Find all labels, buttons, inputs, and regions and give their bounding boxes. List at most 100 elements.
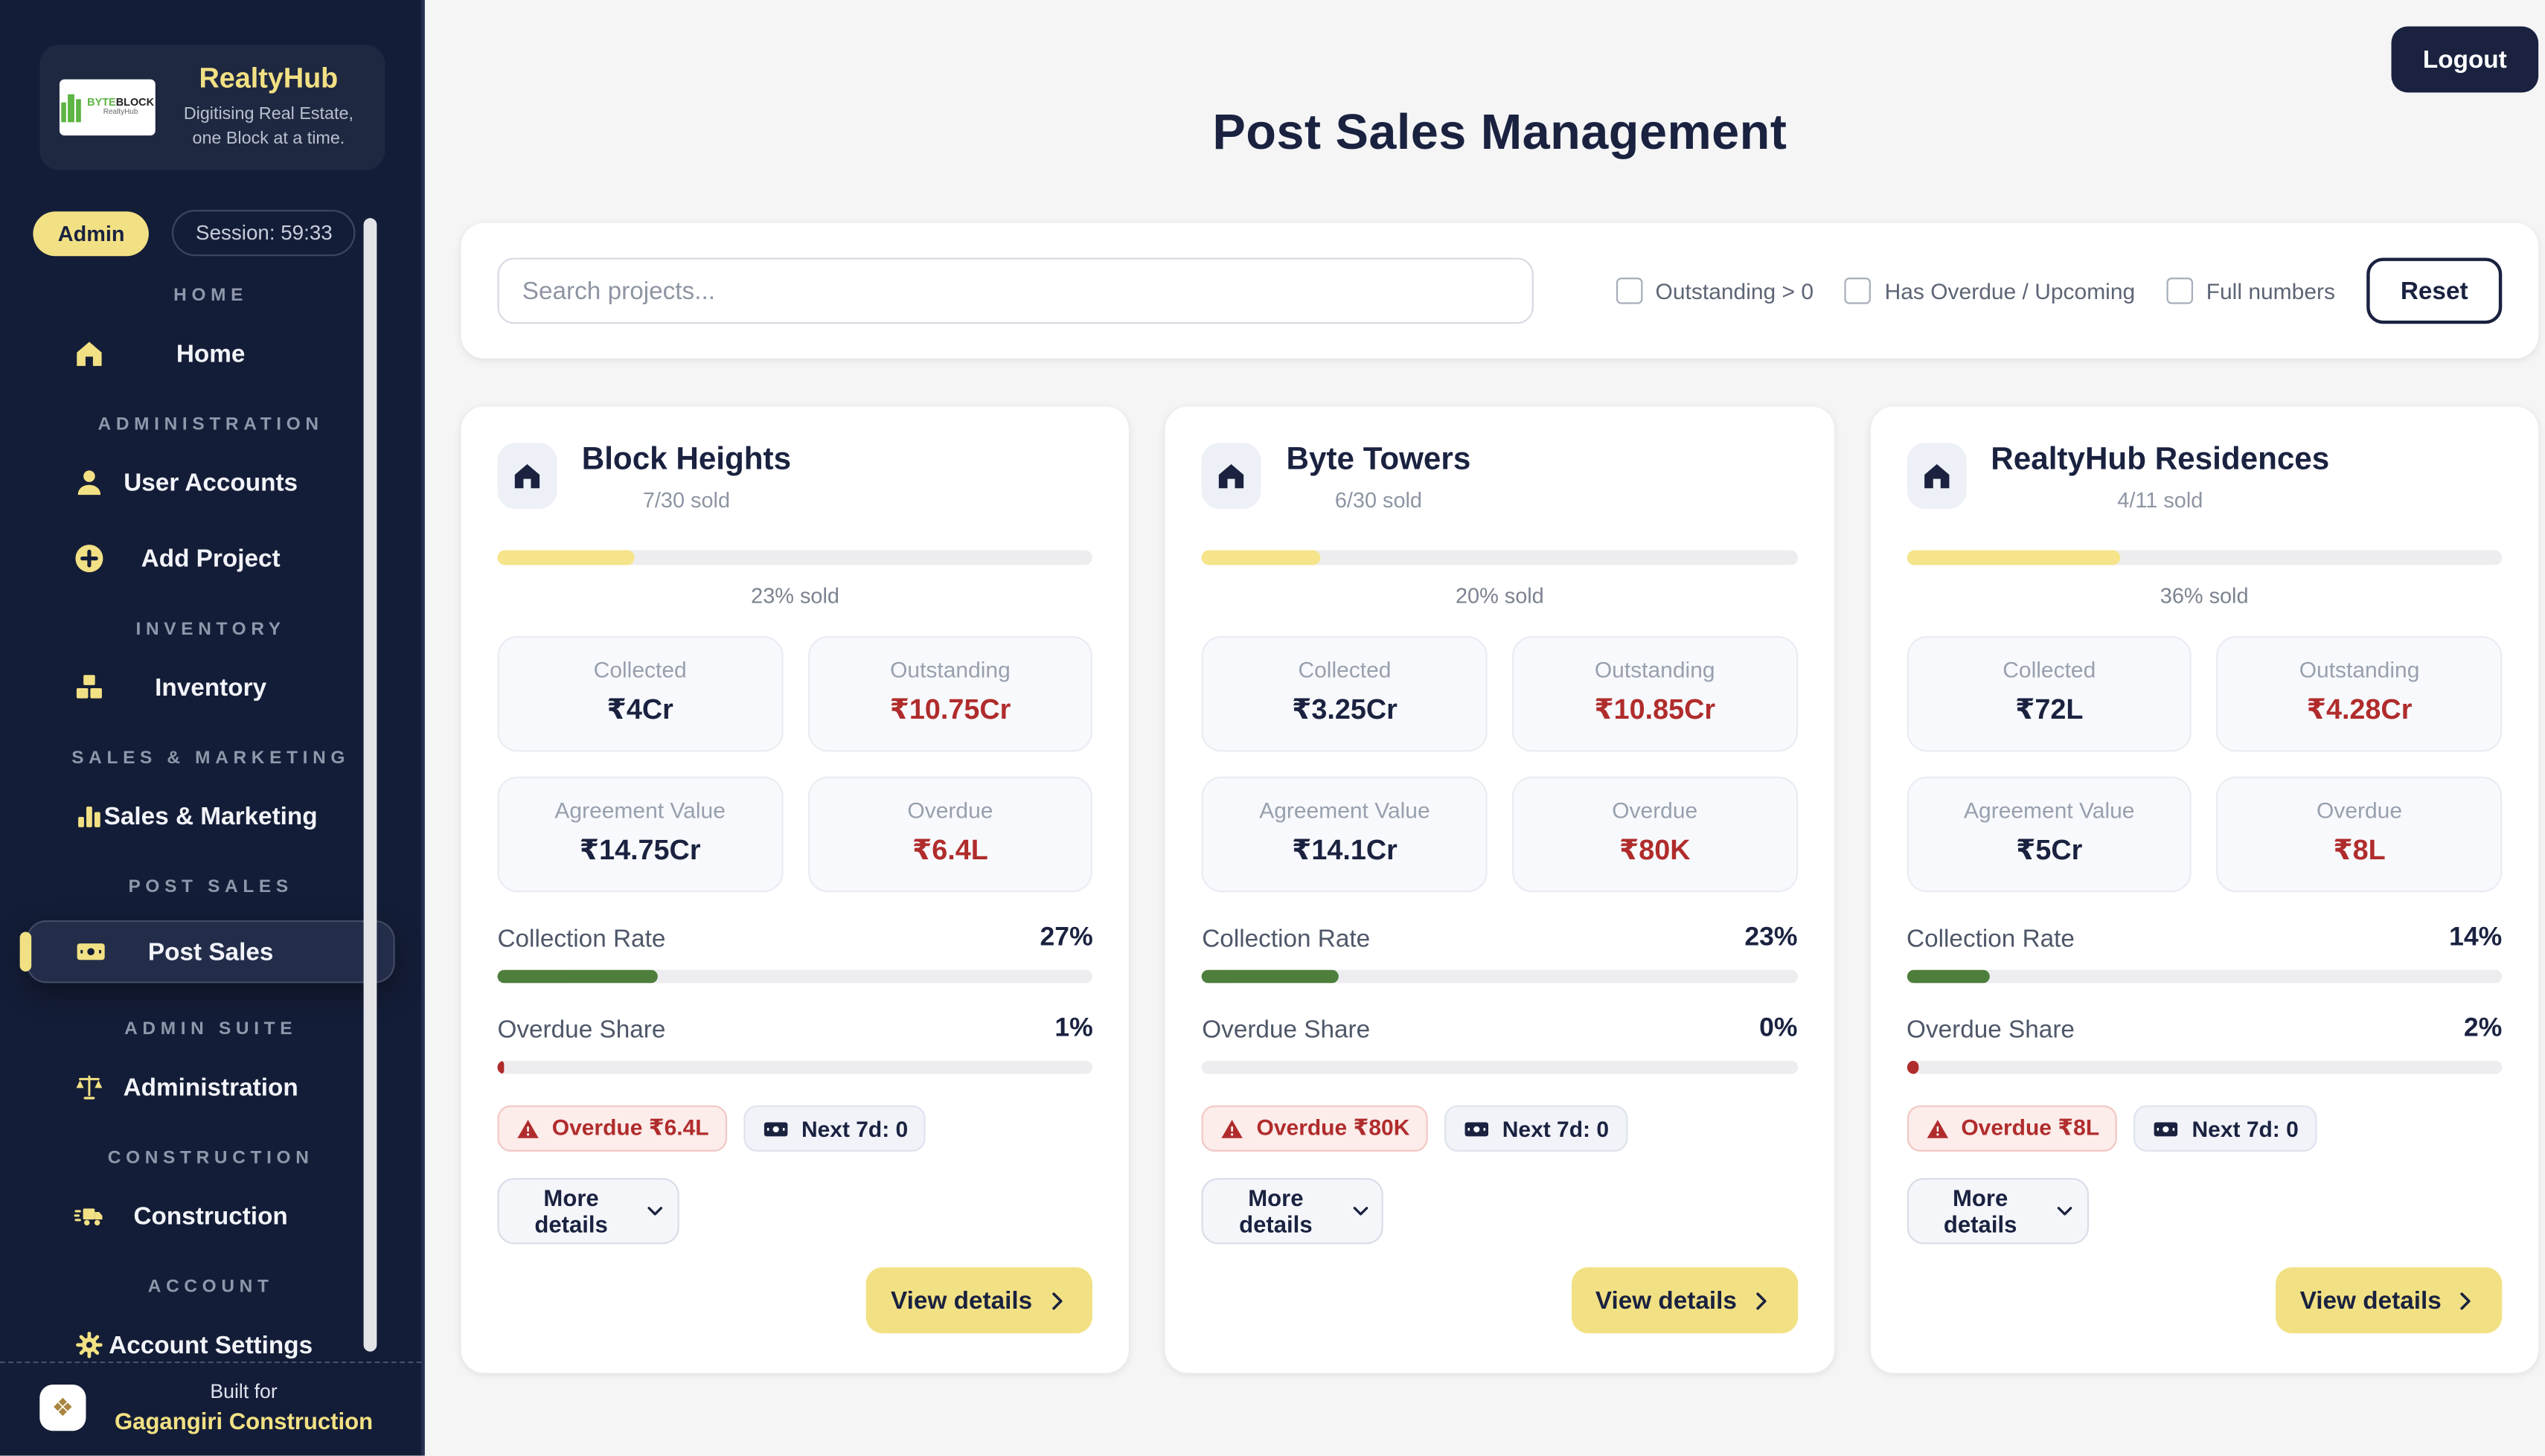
house-icon	[1907, 443, 1966, 510]
chevron-down-icon	[648, 1207, 663, 1216]
sidebar-item-post-sales[interactable]: Post Sales	[19, 920, 395, 984]
scales-icon	[73, 1071, 106, 1104]
buildings-icon	[60, 93, 81, 122]
stat-outstanding: Outstanding ₹10.85Cr	[1511, 636, 1798, 752]
filter-full-numbers[interactable]: Full numbers	[2166, 278, 2335, 304]
logo-sub: RealtyHub	[103, 108, 138, 117]
role-badge: Admin	[33, 211, 150, 257]
checkbox-outstanding[interactable]	[1616, 278, 1642, 304]
project-name: RealtyHub Residences	[1991, 443, 2330, 478]
warning-icon	[517, 1119, 539, 1138]
page-title: Post Sales Management	[1212, 106, 1787, 161]
reset-button[interactable]: Reset	[2366, 257, 2503, 324]
sold-percent-label: 36% sold	[2160, 583, 2249, 609]
sidebar-item-user-accounts[interactable]: User Accounts	[27, 458, 395, 508]
chevron-right-icon	[1051, 1292, 1062, 1309]
sold-progress-bar	[1907, 550, 2503, 565]
section-label-administration: ADMINISTRATION	[97, 415, 324, 436]
stat-agreement-value: Agreement Value ₹5Cr	[1907, 776, 2192, 893]
section-label-home: HOME	[173, 286, 249, 307]
logout-button[interactable]: Logout	[2391, 26, 2539, 93]
overdue-badge: Overdue ₹80K	[1202, 1105, 1428, 1152]
section-label-admin-suite: ADMIN SUITE	[124, 1020, 298, 1040]
chevron-down-icon	[1352, 1207, 1368, 1216]
overdue-badge: Overdue ₹8L	[1907, 1105, 2118, 1152]
sidebar-scrollbar[interactable]	[363, 218, 377, 1352]
section-label-construction: CONSTRUCTION	[107, 1149, 314, 1170]
sidebar-item-account-settings[interactable]: Account Settings	[27, 1321, 395, 1370]
project-sold-count: 4/11 sold	[2117, 487, 2203, 513]
overdue-share-label: Overdue Share	[1907, 1015, 2075, 1044]
overdue-share-bar	[497, 1060, 1093, 1074]
sidebar-item-add-project[interactable]: Add Project	[27, 534, 395, 584]
built-for-label: Built for	[210, 1379, 278, 1403]
stat-agreement-value: Agreement Value ₹14.75Cr	[497, 776, 783, 893]
next-7d-badge: Next 7d: 0	[743, 1105, 926, 1152]
stat-outstanding: Outstanding ₹4.28Cr	[2216, 636, 2503, 752]
view-details-button[interactable]: View details	[2276, 1267, 2503, 1334]
gear-icon	[73, 1329, 106, 1362]
logo-byte: BYTE	[87, 97, 116, 109]
checkbox-has-overdue[interactable]	[1845, 278, 1872, 304]
stat-overdue: Overdue ₹8L	[2216, 776, 2503, 893]
checkbox-full-numbers[interactable]	[2166, 278, 2193, 304]
banknote-icon	[74, 936, 107, 969]
sidebar-item-inventory[interactable]: Inventory	[27, 664, 395, 713]
bar-chart-icon	[73, 801, 106, 833]
plus-circle-icon	[73, 542, 106, 575]
overdue-share-label: Overdue Share	[1202, 1015, 1371, 1044]
overdue-share-label: Overdue Share	[497, 1015, 666, 1044]
filter-outstanding[interactable]: Outstanding > 0	[1616, 278, 1813, 304]
collection-rate-value: 14%	[2449, 923, 2503, 952]
stat-outstanding: Outstanding ₹10.75Cr	[807, 636, 1093, 752]
stat-collected: Collected ₹3.25Cr	[1202, 636, 1488, 752]
sidebar-item-sales-marketing[interactable]: Sales & Marketing	[27, 792, 395, 842]
next-7d-badge: Next 7d: 0	[1444, 1105, 1627, 1152]
overdue-share-bar	[1907, 1060, 2503, 1074]
brand-card: BYTEBLOCK RealtyHub RealtyHub Digitising…	[39, 44, 385, 171]
sidebar-item-administration[interactable]: Administration	[27, 1063, 395, 1113]
section-label-sales-marketing: SALES & MARKETING	[71, 748, 350, 769]
sidebar-nav: HOME Home ADMINISTRATION User Accounts A…	[0, 286, 421, 1370]
house-icon	[1202, 443, 1262, 510]
sidebar-item-construction[interactable]: Construction	[27, 1192, 395, 1242]
collection-rate-bar	[1907, 969, 2503, 984]
badge-row: Admin Session: 59:33	[33, 211, 388, 257]
more-details-button[interactable]: More details	[1907, 1178, 2089, 1245]
overdue-share-value: 1%	[1054, 1014, 1093, 1043]
logo-block: BLOCK	[115, 97, 155, 109]
byteblock-logo: BYTEBLOCK RealtyHub	[59, 80, 156, 136]
chevron-right-icon	[1756, 1292, 1767, 1309]
section-label-inventory: INVENTORY	[135, 620, 286, 641]
overdue-badge: Overdue ₹6.4L	[497, 1105, 728, 1152]
brand-tagline: Digitising Real Estate, one Block at a t…	[183, 103, 353, 150]
project-cards: Block Heights 7/30 sold 23% sold Collect…	[461, 406, 2539, 1373]
sidebar-footer: ❖ Built for Gagangiri Construction	[0, 1361, 422, 1456]
sold-percent-label: 23% sold	[751, 583, 839, 609]
banknote-icon	[1464, 1121, 1489, 1136]
collection-rate-label: Collection Rate	[1907, 924, 2075, 953]
more-details-button[interactable]: More details	[1202, 1178, 1384, 1245]
gagangiri-logo: ❖	[39, 1383, 86, 1431]
warning-icon	[1926, 1119, 1948, 1138]
sidebar-item-home[interactable]: Home	[27, 330, 395, 379]
stat-overdue: Overdue ₹80K	[1511, 776, 1798, 893]
active-indicator	[19, 932, 32, 972]
project-name: Block Heights	[581, 443, 792, 478]
brand-title: RealtyHub	[199, 62, 339, 94]
filter-has-overdue[interactable]: Has Overdue / Upcoming	[1845, 278, 2135, 304]
section-label-post-sales: POST SALES	[128, 878, 293, 898]
project-card-realtyhub-residences: RealtyHub Residences 4/11 sold 36% sold …	[1870, 406, 2539, 1373]
collection-rate-bar	[497, 969, 1093, 984]
view-details-button[interactable]: View details	[1571, 1267, 1798, 1334]
project-card-byte-towers: Byte Towers 6/30 sold 20% sold Collected…	[1165, 406, 1834, 1373]
more-details-button[interactable]: More details	[497, 1178, 679, 1245]
stat-collected: Collected ₹4Cr	[497, 636, 783, 752]
collection-rate-bar	[1202, 969, 1798, 984]
chevron-down-icon	[2057, 1207, 2072, 1216]
collection-rate-label: Collection Rate	[497, 924, 666, 953]
user-icon	[73, 466, 106, 499]
search-input[interactable]	[497, 257, 1534, 324]
main-content: Logout Post Sales Management Outstanding…	[425, 0, 2545, 1456]
view-details-button[interactable]: View details	[866, 1267, 1093, 1334]
